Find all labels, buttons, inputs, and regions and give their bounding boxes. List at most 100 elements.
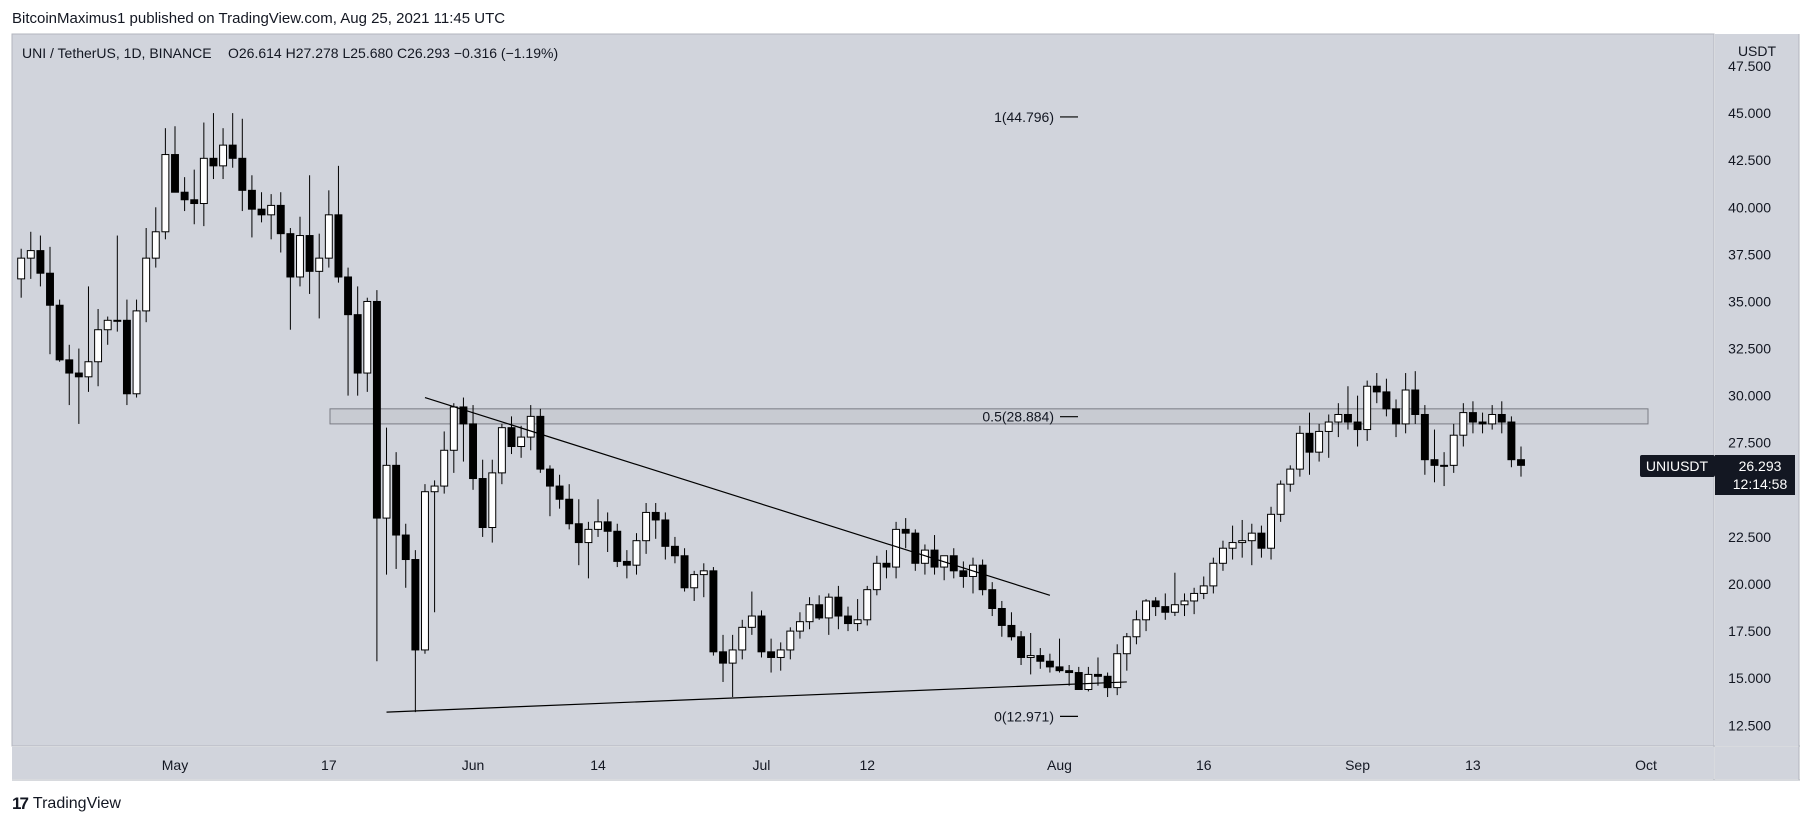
- candle[interactable]: [882, 550, 891, 579]
- candle[interactable]: [142, 228, 151, 323]
- candle[interactable]: [1017, 631, 1026, 666]
- candle[interactable]: [17, 248, 26, 298]
- candle[interactable]: [488, 459, 497, 543]
- candle[interactable]: [228, 113, 237, 168]
- candle[interactable]: [584, 521, 593, 579]
- candle[interactable]: [680, 548, 689, 592]
- candle[interactable]: [642, 503, 651, 554]
- candle[interactable]: [1517, 446, 1525, 477]
- candle[interactable]: [526, 405, 535, 451]
- candle[interactable]: [65, 344, 74, 406]
- candle[interactable]: [36, 235, 45, 287]
- candle[interactable]: [296, 216, 304, 287]
- candle[interactable]: [440, 431, 449, 494]
- candle[interactable]: [1238, 519, 1247, 558]
- candle[interactable]: [1392, 399, 1400, 438]
- candle[interactable]: [632, 533, 641, 575]
- candle[interactable]: [988, 582, 997, 617]
- candle[interactable]: [1228, 525, 1237, 560]
- candle[interactable]: [1478, 412, 1487, 434]
- candle[interactable]: [497, 423, 506, 485]
- candle[interactable]: [834, 585, 843, 630]
- candle[interactable]: [670, 536, 679, 564]
- candle[interactable]: [805, 597, 814, 630]
- candle[interactable]: [565, 484, 574, 530]
- candle[interactable]: [1122, 632, 1131, 671]
- candle[interactable]: [1420, 405, 1429, 475]
- candle[interactable]: [199, 122, 208, 227]
- candle[interactable]: [171, 126, 179, 193]
- candle[interactable]: [978, 559, 987, 596]
- candle[interactable]: [122, 299, 131, 406]
- candle[interactable]: [507, 416, 516, 455]
- candle[interactable]: [1247, 523, 1256, 566]
- candle[interactable]: [401, 523, 410, 588]
- candle[interactable]: [84, 286, 93, 392]
- candle[interactable]: [1382, 378, 1391, 417]
- candle[interactable]: [1305, 412, 1314, 475]
- candle[interactable]: [1507, 416, 1516, 468]
- candle[interactable]: [286, 228, 295, 330]
- candle[interactable]: [776, 642, 785, 671]
- candle[interactable]: [411, 550, 420, 713]
- candle[interactable]: [132, 299, 141, 398]
- candle[interactable]: [151, 207, 160, 268]
- candle[interactable]: [863, 585, 872, 626]
- candle[interactable]: [1036, 648, 1045, 669]
- candle[interactable]: [1468, 401, 1477, 434]
- candle[interactable]: [1411, 371, 1420, 424]
- plot-area[interactable]: [11, 33, 1715, 747]
- candle[interactable]: [459, 397, 468, 462]
- candle[interactable]: [603, 512, 612, 552]
- candle[interactable]: [1132, 610, 1141, 645]
- candle[interactable]: [728, 634, 737, 698]
- candle[interactable]: [997, 600, 1006, 637]
- candle[interactable]: [767, 638, 776, 673]
- candle[interactable]: [1430, 429, 1439, 483]
- candle[interactable]: [94, 309, 103, 387]
- candle[interactable]: [334, 165, 343, 283]
- candle[interactable]: [786, 627, 795, 660]
- candle[interactable]: [1353, 395, 1362, 447]
- candle[interactable]: [26, 231, 35, 279]
- candle[interactable]: [305, 175, 314, 294]
- candle[interactable]: [901, 518, 910, 549]
- candle[interactable]: [517, 425, 526, 458]
- candle[interactable]: [536, 408, 545, 473]
- support-trendline[interactable]: [386, 681, 1127, 713]
- candle[interactable]: [690, 570, 699, 601]
- candle[interactable]: [1488, 405, 1497, 430]
- candle[interactable]: [1103, 672, 1112, 698]
- candle[interactable]: [738, 619, 747, 660]
- candle[interactable]: [1334, 403, 1343, 438]
- candle[interactable]: [1113, 644, 1122, 696]
- candle[interactable]: [1151, 597, 1160, 617]
- candle[interactable]: [103, 316, 112, 345]
- candle[interactable]: [372, 290, 381, 662]
- candle[interactable]: [324, 190, 333, 268]
- candle[interactable]: [1209, 557, 1218, 594]
- resistance-zone[interactable]: [329, 408, 1649, 425]
- candle[interactable]: [1372, 373, 1381, 404]
- footer-brand[interactable]: 17 TradingView: [12, 794, 121, 814]
- candle[interactable]: [613, 523, 622, 568]
- candle[interactable]: [911, 529, 920, 571]
- candle[interactable]: [315, 233, 324, 319]
- candle[interactable]: [622, 550, 631, 579]
- candle[interactable]: [382, 427, 391, 575]
- candle[interactable]: [1065, 665, 1074, 686]
- candle[interactable]: [594, 499, 602, 537]
- candle[interactable]: [276, 192, 285, 253]
- candle[interactable]: [469, 405, 478, 490]
- candle[interactable]: [209, 113, 218, 180]
- candle[interactable]: [1170, 572, 1179, 617]
- candle[interactable]: [1026, 632, 1035, 675]
- candle[interactable]: [651, 503, 660, 539]
- candle[interactable]: [1343, 386, 1352, 430]
- candle[interactable]: [824, 593, 833, 635]
- candle[interactable]: [661, 512, 670, 560]
- candle[interactable]: [555, 474, 564, 509]
- candle[interactable]: [757, 610, 766, 658]
- candle[interactable]: [719, 634, 727, 682]
